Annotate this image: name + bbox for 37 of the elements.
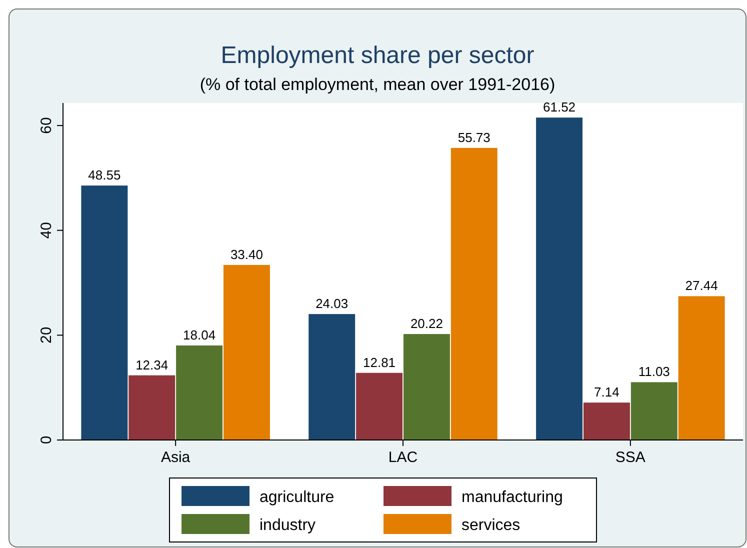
legend-label: manufacturing: [462, 489, 563, 506]
bar: [630, 382, 678, 440]
bar: [403, 334, 450, 440]
data-label: 12.81: [363, 354, 396, 370]
data-label: 61.52: [543, 100, 576, 115]
bar: [536, 118, 583, 440]
data-label: 20.22: [410, 316, 443, 332]
x-tick-label: LAC: [388, 449, 418, 466]
y-tick-label: 60: [38, 117, 55, 134]
data-label: 12.34: [136, 357, 168, 372]
chart-title: Employment share per sector: [220, 42, 534, 69]
data-label: 7.14: [594, 384, 620, 400]
chart-subtitle: (% of total employment, mean over 1991-2016): [200, 75, 556, 94]
legend-label: services: [462, 517, 520, 534]
y-tick-label: 40: [38, 222, 55, 239]
bar: [81, 186, 128, 440]
bar: [583, 402, 630, 440]
bar: [308, 314, 356, 440]
bar: [176, 345, 223, 440]
bar: [450, 148, 498, 440]
legend-label: industry: [260, 517, 316, 534]
y-tick-label: 0: [38, 436, 55, 444]
bar: [356, 372, 403, 440]
data-label: 55.73: [458, 130, 490, 145]
bar: [128, 375, 176, 440]
bar: [223, 264, 270, 440]
data-label: 11.03: [638, 364, 670, 380]
data-label: 33.40: [230, 246, 263, 262]
data-label: 27.44: [685, 278, 718, 294]
data-label: 48.55: [88, 168, 121, 183]
data-label: 24.03: [316, 296, 348, 312]
y-tick-label: 20: [38, 326, 55, 344]
x-tick-label: Asia: [160, 449, 191, 466]
legend-label: agriculture: [260, 489, 334, 506]
bar: [678, 296, 725, 440]
x-tick-label: SSA: [615, 449, 646, 466]
data-label: 18.04: [183, 327, 216, 342]
